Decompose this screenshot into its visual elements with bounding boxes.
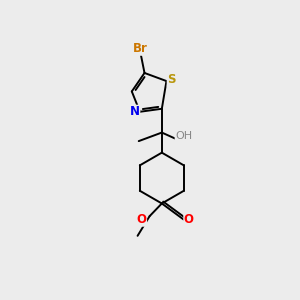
Text: N: N [130,105,140,118]
Text: OH: OH [175,131,192,142]
Text: Br: Br [133,42,148,55]
Text: O: O [136,213,146,226]
Text: O: O [184,213,194,226]
Text: S: S [167,74,176,86]
